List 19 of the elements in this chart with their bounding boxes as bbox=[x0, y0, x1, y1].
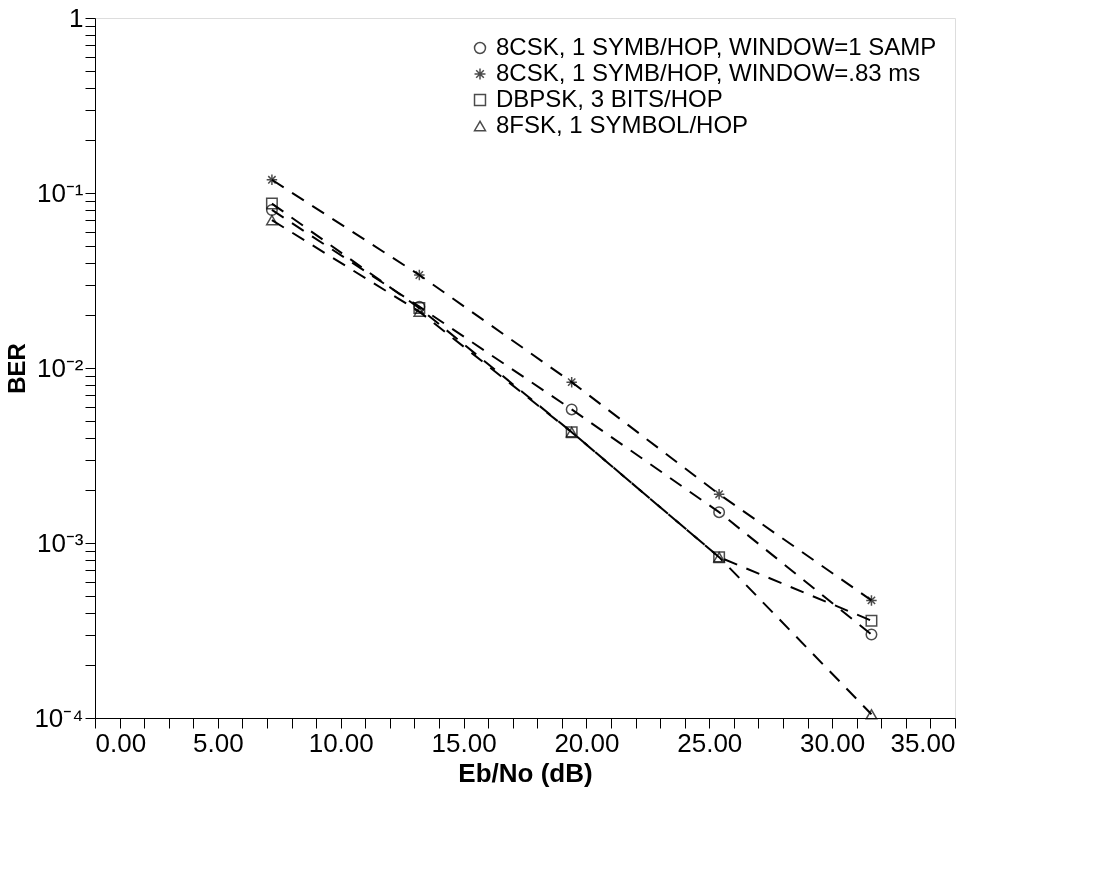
x-tick-label: 20.00 bbox=[554, 727, 620, 758]
x-tick-label: 25.00 bbox=[677, 727, 743, 758]
y-tick-label: 10⁻¹ bbox=[36, 177, 84, 208]
y-tick-label: 10⁻³ bbox=[36, 527, 84, 558]
x-tick-label: 15.00 bbox=[431, 727, 497, 758]
y-axis-title: BER bbox=[3, 343, 31, 394]
x-tick-label: 10.00 bbox=[308, 727, 374, 758]
x-tick-label: 5.00 bbox=[193, 727, 244, 758]
legend-label: 8FSK, 1 SYMBOL/HOP bbox=[496, 111, 749, 138]
y-tick-label: 10⁻⁴ bbox=[34, 702, 84, 733]
legend-label: 8CSK, 1 SYMB/HOP, WINDOW=1 SAMP bbox=[496, 33, 937, 60]
y-tick-label: 1 bbox=[69, 2, 84, 33]
x-tick-label: 0.00 bbox=[95, 727, 147, 758]
legend-label: DBPSK, 3 BITS/HOP bbox=[496, 85, 723, 112]
y-tick-label: 10⁻² bbox=[36, 352, 84, 383]
x-axis-title: Eb/No (dB) bbox=[458, 757, 593, 788]
x-tick-label: 35.00 bbox=[890, 727, 956, 758]
x-tick-label: 30.00 bbox=[800, 727, 866, 758]
legend-label: 8CSK, 1 SYMB/HOP, WINDOW=.83 ms bbox=[496, 59, 921, 86]
